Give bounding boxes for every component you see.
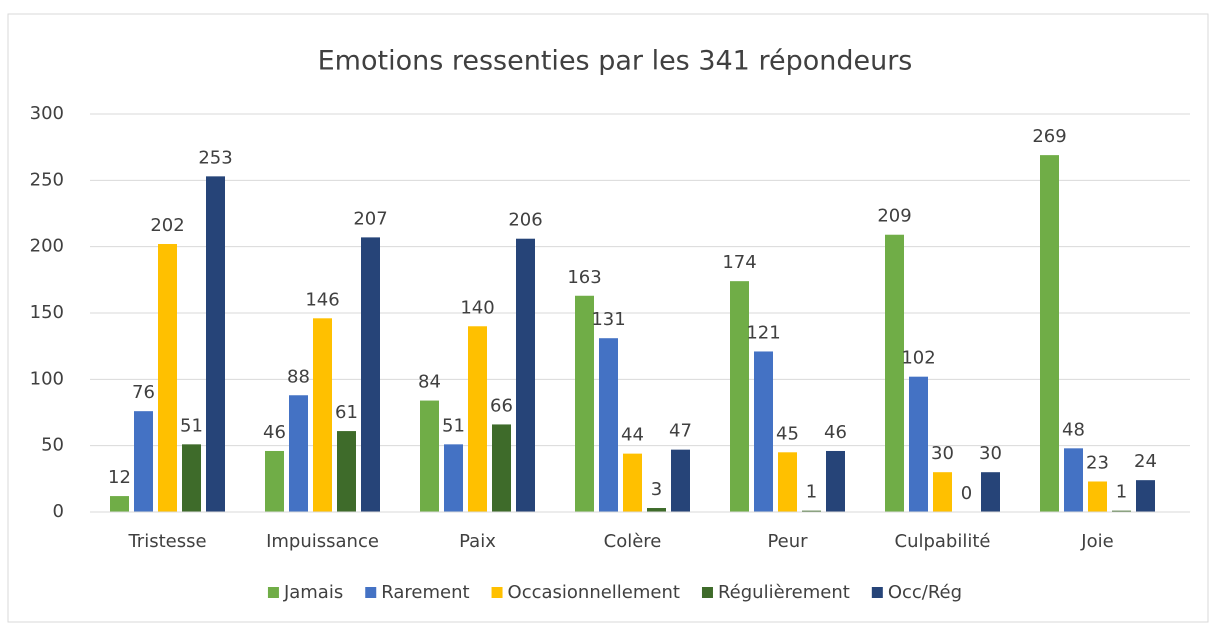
data-label: 202 bbox=[150, 215, 184, 236]
y-tick-label: 250 bbox=[30, 169, 64, 190]
data-label: 140 bbox=[460, 297, 494, 318]
data-label: 88 bbox=[287, 366, 310, 387]
legend-swatch bbox=[365, 587, 377, 598]
data-label: 3 bbox=[651, 479, 662, 500]
legend-label: Jamais bbox=[283, 582, 343, 603]
data-label: 207 bbox=[353, 208, 387, 229]
legend-swatch bbox=[701, 587, 713, 598]
bar bbox=[599, 338, 618, 512]
data-label: 163 bbox=[567, 267, 601, 288]
bar bbox=[158, 244, 177, 512]
data-label: 45 bbox=[776, 423, 799, 444]
bar bbox=[492, 424, 511, 512]
bar bbox=[754, 351, 773, 512]
y-tick-label: 150 bbox=[30, 302, 64, 323]
data-label: 0 bbox=[961, 483, 972, 504]
data-label: 1 bbox=[806, 482, 817, 503]
y-tick-label: 50 bbox=[41, 435, 64, 456]
bar bbox=[1088, 481, 1107, 512]
data-label: 46 bbox=[263, 422, 286, 443]
data-label: 47 bbox=[669, 421, 692, 442]
bar bbox=[110, 496, 129, 512]
y-tick-label: 300 bbox=[30, 103, 64, 124]
bar bbox=[671, 449, 690, 512]
x-tick-label: Paix bbox=[459, 531, 496, 552]
legend-swatch bbox=[871, 587, 883, 598]
data-label: 146 bbox=[305, 289, 339, 310]
data-label: 102 bbox=[901, 348, 935, 369]
bar bbox=[1136, 480, 1155, 512]
data-label: 23 bbox=[1086, 452, 1109, 473]
data-label: 209 bbox=[877, 206, 911, 227]
x-tick-label: Joie bbox=[1080, 531, 1113, 552]
bar bbox=[1112, 510, 1131, 512]
bar bbox=[802, 510, 821, 512]
data-label: 76 bbox=[132, 382, 155, 403]
x-tick-label: Peur bbox=[767, 531, 808, 552]
data-label: 51 bbox=[442, 415, 465, 436]
legend-label: Rarement bbox=[381, 582, 469, 603]
data-label: 24 bbox=[1134, 451, 1157, 472]
x-tick-label: Colère bbox=[604, 531, 662, 552]
bar bbox=[313, 318, 332, 512]
legend-label: Occ/Rég bbox=[888, 582, 962, 603]
data-label: 51 bbox=[180, 415, 203, 436]
data-label: 44 bbox=[621, 425, 644, 446]
data-label: 12 bbox=[108, 467, 131, 488]
data-label: 206 bbox=[508, 210, 542, 231]
bar bbox=[981, 472, 1000, 512]
bar bbox=[206, 176, 225, 512]
bar bbox=[337, 431, 356, 512]
y-tick-label: 200 bbox=[30, 236, 64, 257]
bar bbox=[575, 295, 594, 512]
legend-label: Régulièrement bbox=[718, 582, 850, 603]
bar bbox=[289, 395, 308, 512]
bar bbox=[1064, 448, 1083, 512]
bar bbox=[182, 444, 201, 512]
bar bbox=[361, 237, 380, 512]
bar bbox=[826, 450, 845, 512]
data-label: 46 bbox=[824, 422, 847, 443]
bar bbox=[1040, 155, 1059, 513]
bar bbox=[134, 411, 153, 512]
bar bbox=[933, 472, 952, 512]
bar bbox=[623, 453, 642, 512]
bar bbox=[778, 452, 797, 512]
bar bbox=[885, 234, 904, 512]
data-label: 30 bbox=[931, 443, 954, 464]
data-label: 269 bbox=[1032, 126, 1066, 147]
data-label: 61 bbox=[335, 402, 358, 423]
legend-swatch bbox=[267, 587, 279, 598]
data-label: 174 bbox=[722, 252, 756, 273]
data-label: 30 bbox=[979, 443, 1002, 464]
chart-title: Emotions ressenties par les 341 répondeu… bbox=[318, 46, 913, 77]
data-label: 66 bbox=[490, 395, 513, 416]
data-label: 253 bbox=[198, 147, 232, 168]
bar bbox=[909, 376, 928, 512]
x-tick-label: Tristesse bbox=[127, 531, 206, 552]
data-label: 131 bbox=[591, 309, 625, 330]
bar bbox=[265, 450, 284, 512]
legend-label: Occasionnellement bbox=[508, 582, 680, 603]
bar bbox=[516, 238, 535, 512]
data-label: 121 bbox=[746, 322, 780, 343]
bar bbox=[730, 281, 749, 512]
data-label: 48 bbox=[1062, 419, 1085, 440]
y-tick-label: 0 bbox=[53, 501, 64, 522]
x-tick-label: Culpabilité bbox=[895, 531, 991, 552]
x-tick-label: Impuissance bbox=[266, 531, 379, 552]
legend-swatch bbox=[491, 587, 503, 598]
bar bbox=[468, 326, 487, 512]
data-label: 84 bbox=[418, 372, 441, 393]
bar bbox=[647, 508, 666, 512]
bar bbox=[444, 444, 463, 512]
y-tick-label: 100 bbox=[30, 368, 64, 389]
bar bbox=[420, 400, 439, 512]
data-label: 1 bbox=[1116, 482, 1127, 503]
